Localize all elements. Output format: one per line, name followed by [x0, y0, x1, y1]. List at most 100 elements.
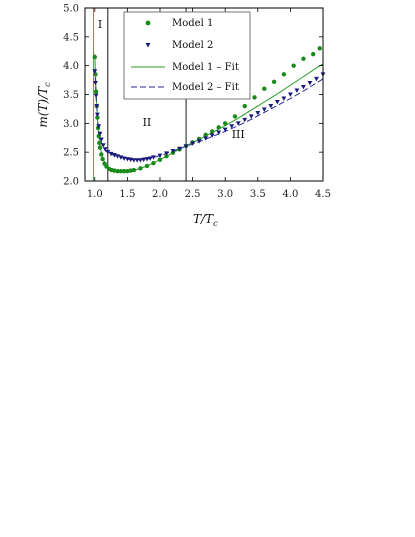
data-point-model-2	[93, 93, 99, 99]
data-point-model-1	[97, 140, 102, 146]
x-tick-label: 4.0	[282, 189, 298, 200]
data-point-model-1	[99, 152, 104, 157]
data-point-model-1	[125, 168, 130, 174]
y-tick-label: 5.0	[63, 4, 79, 15]
data-point-model-1	[317, 46, 322, 51]
data-point-model-2	[177, 146, 182, 152]
data-point-model-2	[115, 154, 121, 159]
data-point-model-1	[311, 51, 316, 57]
y-tick-label: 2.0	[63, 177, 79, 188]
data-point-model-2	[92, 69, 98, 74]
y-tick-label: 4.0	[63, 61, 79, 72]
data-point-model-2	[108, 151, 114, 157]
y-axis-label-sub: c	[43, 82, 52, 87]
data-point-model-2	[294, 88, 300, 93]
data-point-model-1	[93, 72, 98, 77]
data-point-model-2	[216, 130, 222, 135]
data-point-model-2	[111, 153, 117, 158]
data-point-model-1	[121, 168, 127, 174]
region-label: I	[98, 18, 102, 31]
data-point-model-1	[216, 125, 221, 130]
data-point-model-2	[222, 127, 228, 133]
data-point-model-2	[281, 96, 287, 101]
region-label: II	[143, 116, 152, 129]
data-point-model-1	[93, 89, 99, 94]
data-point-model-1	[118, 168, 124, 174]
axis-ticks: 1.0 1.5 2.0 2.5 3.0 3.5 4.0 4.5 2.0 2.5 3.0 3.5 4.0 4…	[63, 4, 331, 201]
data-point-model-2	[96, 124, 102, 129]
data-point-model-2	[274, 99, 280, 105]
data-point-model-2	[98, 137, 104, 142]
data-point-model-2	[100, 143, 106, 148]
data-point-model-2	[144, 157, 150, 162]
data-point-model-1	[144, 163, 150, 169]
data-point-model-1	[301, 56, 306, 61]
data-point-model-1	[262, 86, 267, 91]
data-point-model-2	[151, 155, 156, 160]
data-point-model-1	[97, 145, 103, 150]
legend-label-model-1-fit: Model 1 – Fit	[172, 62, 239, 73]
data-point-model-2	[248, 114, 254, 119]
data-point-model-2	[255, 110, 261, 116]
data-point-model-2	[307, 80, 313, 86]
legend-label-model-2-fit: Model 2 – Fit	[172, 82, 239, 93]
data-point-model-1	[252, 95, 257, 100]
data-point-model-2	[314, 76, 319, 82]
data-point-model-2	[268, 104, 274, 109]
data-point-model-2	[261, 107, 267, 112]
region-label: III	[232, 128, 245, 141]
data-point-model-2	[170, 149, 176, 154]
data-point-model-1	[157, 157, 163, 162]
y-tick-label: 3.0	[63, 119, 79, 130]
data-point-model-1	[128, 168, 133, 173]
x-tick-label: 1.0	[87, 189, 103, 200]
data-point-model-2	[102, 147, 108, 152]
x-tick-label: 4.5	[315, 189, 331, 200]
x-tick-label: 2.5	[185, 189, 201, 200]
legend-marker-model-1	[145, 20, 151, 26]
y-axis-label-main: m(T)/T	[36, 86, 50, 128]
data-point-model-2	[157, 153, 163, 159]
data-point-model-2	[131, 158, 137, 163]
data-point-model-2	[93, 80, 98, 86]
data-point-model-2	[164, 151, 169, 156]
data-point-model-1	[291, 63, 296, 68]
legend-label-model-1: Model 1	[172, 18, 213, 29]
data-point-model-2	[147, 156, 153, 161]
data-point-model-1	[222, 121, 228, 126]
data-point-model-1	[209, 129, 215, 134]
data-point-model-1	[281, 72, 287, 77]
data-point-model-2	[301, 85, 306, 90]
data-point-model-2	[203, 136, 209, 141]
x-axis-label-main: T/T	[193, 212, 214, 226]
data-point-model-1	[112, 168, 117, 173]
data-point-model-1	[242, 103, 247, 109]
data-point-model-2	[105, 150, 111, 155]
data-point-model-2	[209, 133, 215, 138]
x-tick-label: 1.5	[119, 189, 135, 200]
x-tick-label: 3.0	[217, 189, 233, 200]
data-point-model-2	[235, 121, 241, 126]
legend-box	[123, 11, 251, 100]
data-point-model-2	[94, 104, 100, 109]
data-point-model-1	[92, 54, 97, 60]
data-point-model-2	[190, 141, 195, 146]
y-tick-label: 2.5	[63, 148, 79, 159]
data-point-model-2	[138, 158, 143, 163]
data-point-model-2	[196, 139, 202, 144]
legend: Model 1 Model 2 Model 1 – Fit Model 2 – …	[123, 11, 251, 100]
data-point-model-1	[232, 114, 238, 119]
data-point-model-1	[151, 160, 156, 166]
data-point-model-1	[115, 168, 120, 174]
data-point-model-2	[118, 155, 124, 160]
data-point-model-1	[203, 132, 208, 138]
data-point-model-2	[183, 144, 189, 149]
data-point-model-1	[164, 154, 169, 159]
data-point-model-1	[95, 115, 100, 120]
plot-area	[92, 8, 326, 181]
data-point-model-2	[134, 158, 140, 163]
y-axis-label: m(T)/Tc	[36, 82, 52, 128]
x-axis-label: T/Tc	[193, 212, 218, 228]
